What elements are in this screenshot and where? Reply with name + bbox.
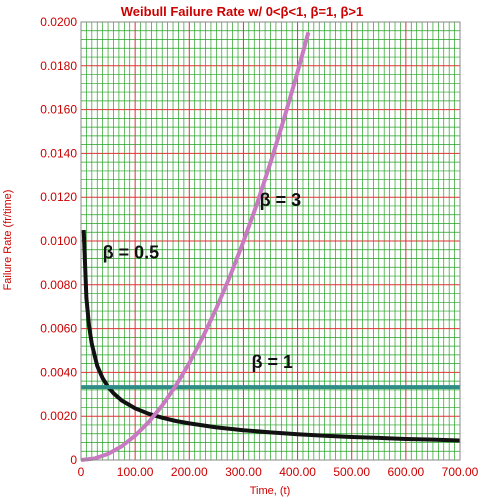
x-tick-label: 600.00: [388, 465, 425, 479]
annotation-label-0: β = 3: [260, 190, 302, 210]
y-tick-label: 0.0040: [40, 365, 77, 379]
y-tick-label: 0.0100: [40, 234, 77, 248]
x-axis-ticks: 0 100.00 200.00 300.00 400.00 500.00 600.00 700…: [78, 465, 479, 479]
series-layer: [80, 31, 461, 462]
plot-area: [80, 21, 461, 462]
x-tick-label: 0: [78, 465, 85, 479]
y-tick-label: 0.0200: [40, 15, 77, 29]
x-tick-label: 400.00: [279, 465, 316, 479]
annotation-label-2: β = 1: [252, 352, 294, 372]
annotations: β = 3 β = 0.5 β = 1: [103, 190, 302, 372]
y-tick-label: 0.0180: [40, 59, 77, 73]
x-tick-label: 300.00: [225, 465, 262, 479]
y-tick-label: 0.0060: [40, 322, 77, 336]
y-axis-label: Failure Rate (fr/time): [2, 190, 14, 291]
y-tick-label: 0.0140: [40, 146, 77, 160]
x-tick-label: 700.00: [442, 465, 479, 479]
x-tick-label: 500.00: [333, 465, 370, 479]
y-axis-ticks: 0 0.0020 0.0040 0.0060 0.0080 0.0100 0.0120 0.0…: [40, 15, 77, 467]
series-line-0: [81, 229, 461, 443]
y-tick-label: 0.0160: [40, 103, 77, 117]
x-tick-label: 100.00: [117, 465, 154, 479]
x-axis-label: Time, (t): [250, 485, 291, 497]
chart-title: Weibull Failure Rate w/ 0<β<1, β=1, β>1: [121, 4, 364, 19]
annotation-label-1: β = 0.5: [103, 243, 160, 263]
series-line-2: [80, 31, 311, 462]
plot-border: [80, 21, 461, 461]
x-tick-label: 200.00: [171, 465, 208, 479]
y-tick-label: 0.0120: [40, 190, 77, 204]
y-tick-label: 0.0020: [40, 409, 77, 423]
y-tick-label: 0: [70, 453, 77, 467]
y-tick-label: 0.0080: [40, 278, 77, 292]
